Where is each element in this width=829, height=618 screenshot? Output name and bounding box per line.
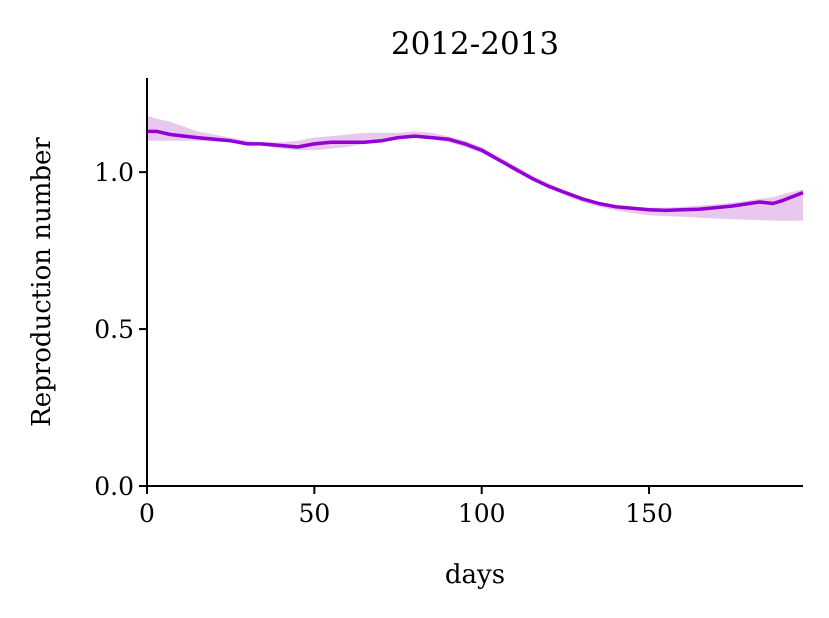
x-tick-label: 100 <box>458 499 506 528</box>
x-tick-label: 150 <box>625 499 673 528</box>
x-tick-label: 0 <box>139 499 155 528</box>
confidence-band <box>147 115 803 221</box>
y-axis-label: Reproduction number <box>27 137 57 427</box>
x-tick-label: 50 <box>298 499 330 528</box>
y-tick-label: 1.0 <box>94 158 134 187</box>
y-tick-label: 0.5 <box>94 315 134 344</box>
x-axis-label: days <box>445 560 505 590</box>
chart-title: 2012-2013 <box>391 26 559 62</box>
series-line <box>147 129 804 213</box>
y-ticks: 0.0 0.5 1.0 <box>94 158 147 501</box>
x-ticks: 0 50 100 150 <box>139 486 673 528</box>
plot-area <box>147 115 804 221</box>
y-tick-label: 0.0 <box>94 472 134 501</box>
